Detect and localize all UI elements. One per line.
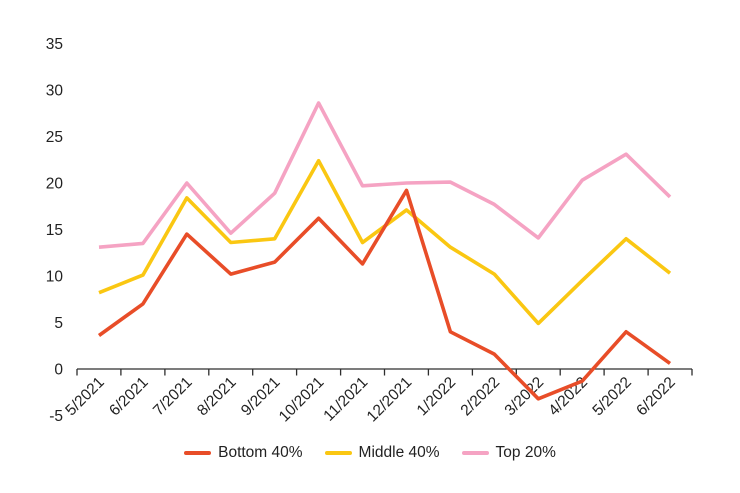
svg-text:6/2021: 6/2021	[106, 374, 152, 420]
x-axis-labels: 5/20216/20217/20218/20219/202110/202111/…	[62, 374, 679, 426]
svg-text:8/2021: 8/2021	[194, 374, 240, 420]
svg-text:12/2021: 12/2021	[364, 374, 416, 426]
svg-text:1/2022: 1/2022	[414, 374, 460, 420]
svg-text:30: 30	[46, 83, 64, 100]
svg-text:10/2021: 10/2021	[276, 374, 328, 426]
svg-text:10: 10	[46, 269, 64, 286]
legend-item-bottom-40: Bottom 40%	[184, 444, 303, 462]
y-axis-labels: 35 30 25 20 15 10 5 0 -5	[46, 36, 64, 425]
svg-text:0: 0	[54, 362, 63, 379]
svg-text:11/2021: 11/2021	[320, 374, 371, 425]
legend: Bottom 40% Middle 40% Top 20%	[0, 444, 740, 462]
svg-text:25: 25	[46, 129, 63, 146]
legend-label-middle-40: Middle 40%	[358, 444, 440, 461]
svg-text:35: 35	[46, 36, 63, 53]
legend-line-swatch-icon	[461, 451, 489, 455]
svg-text:7/2021: 7/2021	[150, 374, 196, 420]
legend-item-top-20: Top 20%	[461, 444, 556, 462]
legend-label-top-20: Top 20%	[495, 444, 556, 461]
series-lines	[97, 101, 672, 401]
legend-item-middle-40: Middle 40%	[324, 444, 440, 462]
svg-text:6/2022: 6/2022	[633, 374, 679, 420]
legend-line-swatch-icon	[324, 451, 352, 455]
svg-text:5: 5	[54, 315, 63, 332]
svg-text:-5: -5	[49, 408, 63, 425]
legend-line-swatch-icon	[184, 451, 212, 455]
svg-text:5/2022: 5/2022	[589, 374, 635, 420]
svg-text:15: 15	[46, 222, 63, 239]
svg-text:2/2022: 2/2022	[458, 374, 504, 420]
svg-text:5/2021: 5/2021	[62, 374, 108, 420]
x-axis	[76, 368, 693, 376]
legend-label-bottom-40: Bottom 40%	[218, 444, 303, 461]
svg-text:20: 20	[46, 176, 64, 193]
